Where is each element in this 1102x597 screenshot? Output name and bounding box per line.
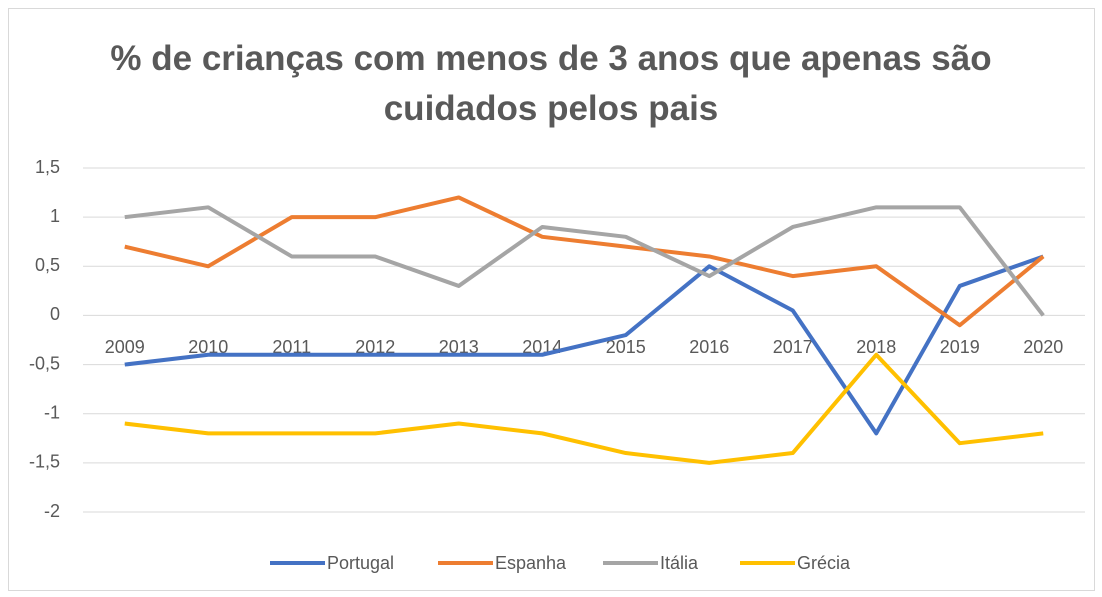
y-tick-label: 1 xyxy=(50,206,60,226)
series-line xyxy=(124,195,1045,328)
y-tick-label: 0 xyxy=(50,304,60,324)
chart-title: % de crianças com menos de 3 anos que ap… xyxy=(110,39,992,128)
legend-label: Grécia xyxy=(797,553,851,573)
x-tick-label: 2010 xyxy=(188,337,228,357)
series-line xyxy=(124,352,1044,465)
x-tick-label: 2017 xyxy=(773,337,813,357)
legend-label: Espanha xyxy=(495,553,567,573)
y-tick-label: 1,5 xyxy=(35,157,60,177)
legend-label: Itália xyxy=(660,553,699,573)
x-tick-label: 2016 xyxy=(689,337,729,357)
y-tick-label: -0,5 xyxy=(29,353,60,373)
chart-border xyxy=(8,8,1095,591)
y-tick-label: -2 xyxy=(44,501,60,521)
x-tick-label: 2018 xyxy=(856,337,896,357)
x-tick-label: 2013 xyxy=(439,337,479,357)
x-tick-label: 2020 xyxy=(1023,337,1063,357)
legend-label: Portugal xyxy=(327,553,394,573)
x-tick-label: 2019 xyxy=(940,337,980,357)
series-line xyxy=(124,254,1044,436)
y-tick-label: 0,5 xyxy=(35,255,60,275)
y-tick-label: -1,5 xyxy=(29,452,60,472)
y-tick-label: -1 xyxy=(44,402,60,422)
series-line xyxy=(124,205,1045,317)
x-tick-label: 2009 xyxy=(105,337,145,357)
x-tick-label: 2012 xyxy=(355,337,395,357)
x-tick-label: 2011 xyxy=(272,337,311,357)
x-tick-label: 2015 xyxy=(606,337,646,357)
